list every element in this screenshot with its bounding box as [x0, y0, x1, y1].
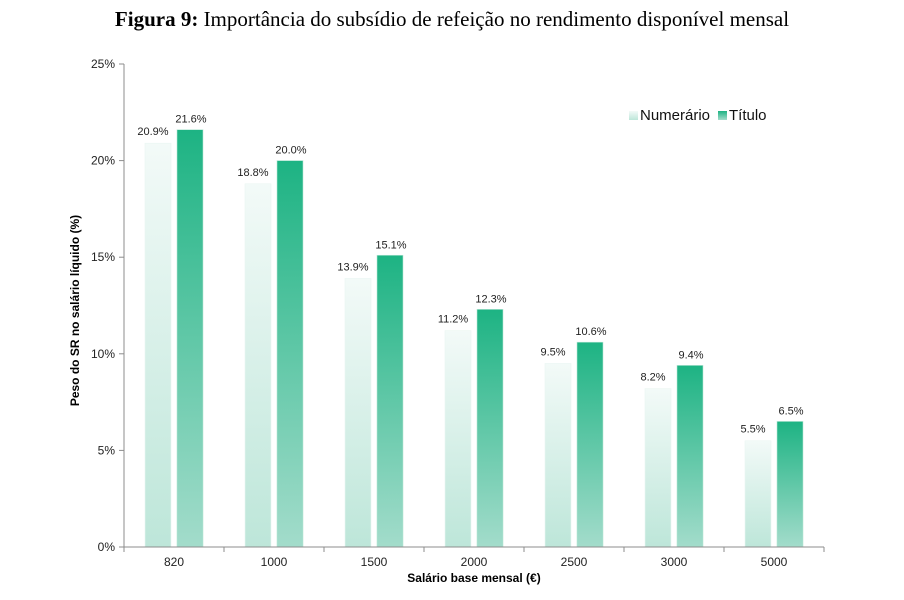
x-tick-label: 820 — [164, 555, 184, 569]
y-axis-ticks: 0% 5% 10% 15% 20% 25% — [91, 57, 124, 554]
y-tick-label: 0% — [98, 540, 116, 554]
y-tick-label: 15% — [91, 250, 115, 264]
bar-ttulo-820 — [176, 129, 204, 548]
bars — [144, 129, 804, 548]
bar-ttulo-1500 — [376, 254, 404, 548]
bar-numerrio-820 — [144, 142, 172, 548]
x-axis-title: Salário base mensal (€) — [407, 571, 540, 585]
data-label: 20.9% — [137, 126, 168, 138]
y-tick-label: 25% — [91, 57, 115, 71]
figure-number: Figura 9: — [114, 7, 199, 31]
data-label: 15.1% — [375, 239, 406, 251]
data-label: 9.4% — [678, 349, 703, 361]
data-label: 6.5% — [778, 405, 803, 417]
bar-ttulo-2000 — [476, 309, 504, 548]
y-tick-label: 5% — [98, 443, 116, 457]
legend-item: Numerário — [629, 107, 710, 124]
data-label: 8.2% — [640, 372, 665, 384]
legend-swatch-numerrio — [629, 111, 638, 120]
bar-numerrio-3000 — [644, 388, 672, 548]
data-label: 10.6% — [575, 326, 606, 338]
x-tick-label: 2500 — [561, 555, 588, 569]
legend-swatch-ttulo — [718, 111, 727, 120]
data-label: 9.5% — [540, 346, 565, 358]
data-label: 11.2% — [438, 314, 469, 326]
chart-title: Figura 9: Importância do subsídio de ref… — [0, 7, 904, 32]
x-tick-label: 5000 — [761, 555, 788, 569]
chart-title-text: Importância do subsídio de refeição no r… — [203, 7, 790, 31]
x-tick-label: 2000 — [461, 555, 488, 569]
bar-numerrio-1000 — [244, 183, 272, 548]
legend: Numerário Título — [629, 107, 767, 124]
legend-item: Título — [718, 107, 767, 124]
bar-numerrio-2500 — [544, 363, 572, 548]
data-label: 20.0% — [275, 145, 306, 157]
data-label: 12.3% — [475, 293, 506, 305]
x-tick-label: 3000 — [661, 555, 688, 569]
bar-ttulo-5000 — [776, 421, 804, 548]
data-label: 21.6% — [175, 114, 206, 126]
legend-label: Título — [729, 107, 767, 124]
bar-ttulo-3000 — [676, 365, 704, 548]
bar-ttulo-2500 — [576, 341, 604, 548]
bar-numerrio-2000 — [444, 330, 472, 548]
y-axis-title: Peso do SR no salário líquido (%) — [68, 215, 82, 406]
x-tick-label: 1500 — [361, 555, 388, 569]
x-tick-label: 1000 — [261, 555, 288, 569]
data-label: 18.8% — [237, 167, 268, 179]
y-tick-label: 20% — [91, 154, 115, 168]
data-label: 5.5% — [740, 424, 765, 436]
bar-numerrio-1500 — [344, 278, 372, 548]
legend-label: Numerário — [640, 107, 710, 124]
data-label: 13.9% — [337, 261, 368, 273]
x-axis-ticks: 820 1000 1500 2000 2500 3000 5000 — [123, 547, 825, 569]
y-tick-label: 10% — [91, 347, 115, 361]
bar-numerrio-5000 — [744, 440, 772, 548]
data-labels: 20.9% 21.6% 18.8% 20.0% 13.9% 15.1% 11.2% 12.3%… — [137, 114, 803, 436]
bar-ttulo-1000 — [276, 160, 304, 548]
